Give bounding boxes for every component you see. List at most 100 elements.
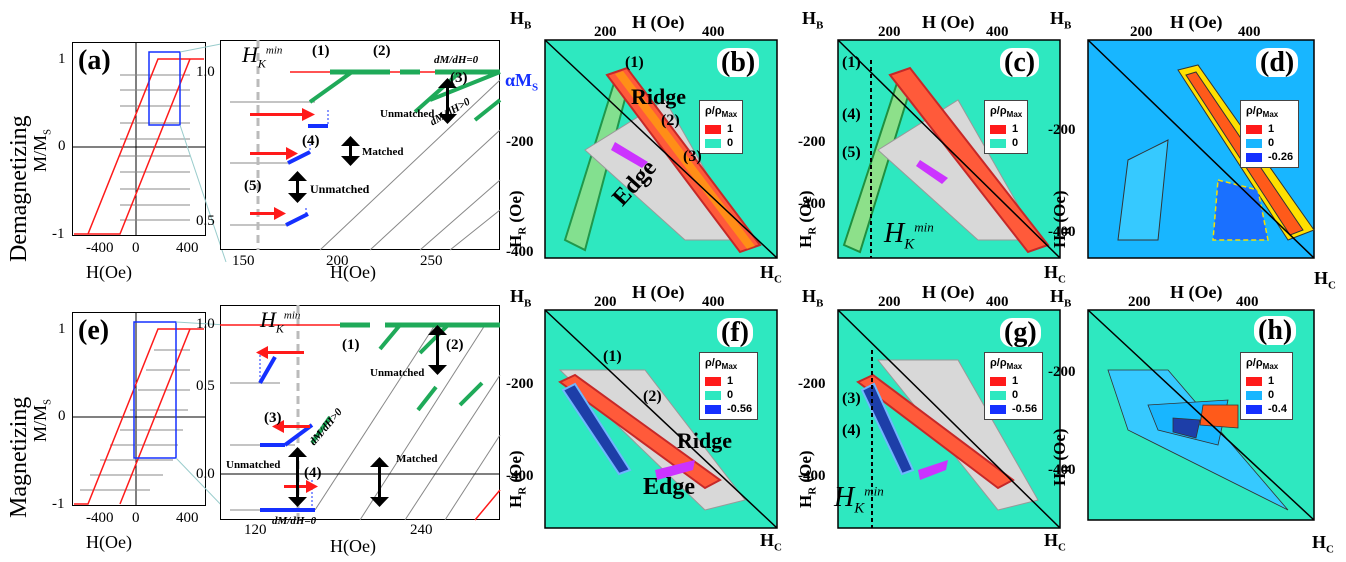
panel-d-hc: HC bbox=[1314, 268, 1336, 292]
panel-d-h-top: H (Oe) bbox=[1170, 12, 1223, 32]
panel-g-h-top: H (Oe) bbox=[922, 282, 975, 302]
panel-f-xtick-400: 400 bbox=[702, 294, 725, 310]
panel-c-legend: ρ/ρMax 1 0 bbox=[984, 100, 1029, 155]
panel-f-xtick-200: 200 bbox=[594, 294, 617, 310]
panel-g-label: (g) bbox=[1000, 318, 1041, 347]
panel-b-hc: HC bbox=[760, 262, 782, 286]
panel-c-hc: HC bbox=[1044, 262, 1066, 286]
panel-f-label-1: (1) bbox=[603, 348, 622, 365]
panel-a-hysteresis-loop: (a) 1 0 -1 -400 0 400 bbox=[38, 40, 227, 263]
zoom-bottom-hk-label: HKmin bbox=[260, 307, 301, 336]
panel-a-label: (a) bbox=[74, 46, 115, 75]
panel-e-label: (e) bbox=[74, 316, 114, 345]
panel-d-hr: HR (Oe) bbox=[1050, 190, 1073, 248]
panel-c-label: (c) bbox=[1000, 48, 1040, 77]
panel-b-legend: ρ/ρMax 1 0 bbox=[699, 100, 744, 155]
panel-g-label-4: (4) bbox=[842, 422, 861, 439]
panel-d-ytick-m200: -200 bbox=[1048, 122, 1076, 138]
panel-c-xtick-200: 200 bbox=[878, 24, 901, 40]
panel-b-ytick-m200: -200 bbox=[506, 134, 534, 150]
row-label-demagnetizing: Demagnetizing bbox=[6, 115, 32, 262]
zoom-top-unmatched-2: Unmatched bbox=[310, 182, 370, 196]
panel-a-ytick-1: 1 bbox=[58, 51, 66, 67]
panel-h-hc: HC bbox=[1312, 532, 1334, 556]
panel-d-xtick-200: 200 bbox=[1130, 24, 1153, 40]
panel-g-legend: ρ/ρMax 1 0 -0.56 bbox=[984, 352, 1044, 421]
panel-f-ridge: Ridge bbox=[677, 428, 732, 453]
panel-f-hb: HB bbox=[510, 286, 532, 310]
panel-a-curves bbox=[72, 42, 227, 263]
panel-h-forc-map: (h) ρ/ρMax 1 0 -0.4 bbox=[1087, 309, 1315, 521]
panel-f-hr: HR (Oe) bbox=[506, 450, 529, 508]
panel-f-ytick-m400: -400 bbox=[506, 468, 534, 484]
panel-h-xtick-400: 400 bbox=[1236, 294, 1259, 310]
panel-h-hr: HR (Oe) bbox=[1050, 428, 1073, 486]
panel-e-ytick-m1: -1 bbox=[52, 496, 65, 512]
panel-a-xlabel: H(Oe) bbox=[86, 262, 132, 282]
panel-f-label: (f) bbox=[717, 318, 753, 347]
zoom-top-label-5: (5) bbox=[244, 178, 262, 194]
zoom-bottom-panel: HKmin (1) (2) (3) (4) Unmatched Unmatche… bbox=[220, 305, 501, 527]
panel-h-hb: HB bbox=[1050, 286, 1072, 310]
zoom-top-xtick-200: 200 bbox=[326, 253, 349, 269]
panel-d-hb: HB bbox=[1050, 8, 1072, 32]
panel-g-ytick-m200: -200 bbox=[798, 376, 826, 392]
panel-b-ridge: Ridge bbox=[631, 84, 686, 109]
zoom-top-dmdh-zero: dM/dH=0 bbox=[434, 54, 479, 66]
panel-f-hc: HC bbox=[760, 530, 782, 554]
panel-h-legend: ρ/ρMax 1 0 -0.4 bbox=[1240, 352, 1293, 421]
panel-b-xtick-200: 200 bbox=[594, 24, 617, 40]
panel-d-label: (d) bbox=[1256, 48, 1299, 77]
panel-a-ylabel: M/MS bbox=[30, 128, 54, 172]
panel-b-alpha-ms: αMS bbox=[505, 70, 539, 94]
zoom-top-panel: (1) (2) (3) (4) (5) Unmatched Matched Un… bbox=[220, 40, 502, 251]
panel-a-ytick-m1: -1 bbox=[52, 226, 65, 242]
panel-f-legend: ρ/ρMax 1 0 -0.56 bbox=[699, 352, 759, 421]
zoom-bottom-ytick-0: 0.0 bbox=[196, 466, 215, 482]
panel-g-label-3: (3) bbox=[842, 390, 861, 407]
zoom-bottom-unmatched-2: Unmatched bbox=[226, 459, 281, 471]
zoom-bottom-xtick-120: 120 bbox=[244, 522, 267, 538]
zoom-top-label-3: (3) bbox=[450, 70, 468, 86]
panel-h-h-top: H (Oe) bbox=[1170, 282, 1223, 302]
panel-d-legend: ρ/ρMax 1 0 -0.26 bbox=[1240, 100, 1300, 169]
panel-e-ylabel: M/MS bbox=[30, 398, 54, 442]
zoom-top-xtick-150: 150 bbox=[232, 253, 255, 269]
panel-c-ytick-m400: -400 bbox=[798, 196, 826, 212]
zoom-top-ytick-1: 1.0 bbox=[196, 64, 215, 80]
panel-g-hb: HB bbox=[802, 286, 824, 310]
panel-c-map bbox=[837, 39, 1061, 259]
zoom-bottom-xlabel: H(Oe) bbox=[330, 536, 376, 556]
panel-f-label-2: (2) bbox=[643, 388, 662, 405]
zoom-bottom-label-4: (4) bbox=[304, 465, 322, 481]
panel-c-h-top: H (Oe) bbox=[922, 12, 975, 32]
panel-h-xtick-200: 200 bbox=[1128, 294, 1151, 310]
panel-g-hk: HKmin bbox=[834, 482, 884, 517]
panel-e-xlabel: H(Oe) bbox=[86, 532, 132, 552]
zoom-top-hk-label: HKmin bbox=[242, 42, 283, 71]
panel-g-hc: HC bbox=[1044, 530, 1066, 554]
panel-a-xtick-m400: -400 bbox=[86, 240, 114, 256]
zoom-bottom-dmdh-zero: dM/dH=0 bbox=[272, 515, 317, 527]
zoom-bottom-matched: Matched bbox=[396, 453, 438, 465]
zoom-bottom-unmatched-1: Unmatched bbox=[370, 367, 425, 379]
zoom-top-xlabel: H(Oe) bbox=[330, 262, 376, 282]
panel-a-xtick-400: 400 bbox=[176, 240, 199, 256]
panel-e-xtick-0: 0 bbox=[132, 510, 140, 526]
zoom-bottom-xtick-240: 240 bbox=[410, 522, 433, 538]
panel-h-ytick-m400: -400 bbox=[1048, 462, 1076, 478]
panel-d-forc-map: (d) ρ/ρMax 1 0 -0.26 bbox=[1087, 39, 1315, 259]
panel-e-xtick-400: 400 bbox=[176, 510, 199, 526]
panel-b-h-top: H (Oe) bbox=[632, 12, 685, 32]
panel-g-xtick-400: 400 bbox=[986, 294, 1009, 310]
panel-e-curves bbox=[72, 312, 227, 511]
panel-d-ytick-m400: -400 bbox=[1048, 224, 1076, 240]
zoom-bottom-ytick-1: 1.0 bbox=[196, 316, 215, 332]
zoom-bottom-curves bbox=[220, 305, 501, 521]
zoom-bottom-label-2: (2) bbox=[446, 337, 464, 353]
panel-b-forc-map: (b) ρ/ρMax 1 0 Ridge Edge αMS (1) (2) (3… bbox=[505, 39, 778, 259]
panel-c-label-1: (1) bbox=[842, 54, 861, 71]
panel-e-xtick-m400: -400 bbox=[86, 510, 114, 526]
panel-b-label-3: (3) bbox=[683, 148, 702, 165]
panel-c-hr: HR (Oe) bbox=[796, 190, 819, 248]
